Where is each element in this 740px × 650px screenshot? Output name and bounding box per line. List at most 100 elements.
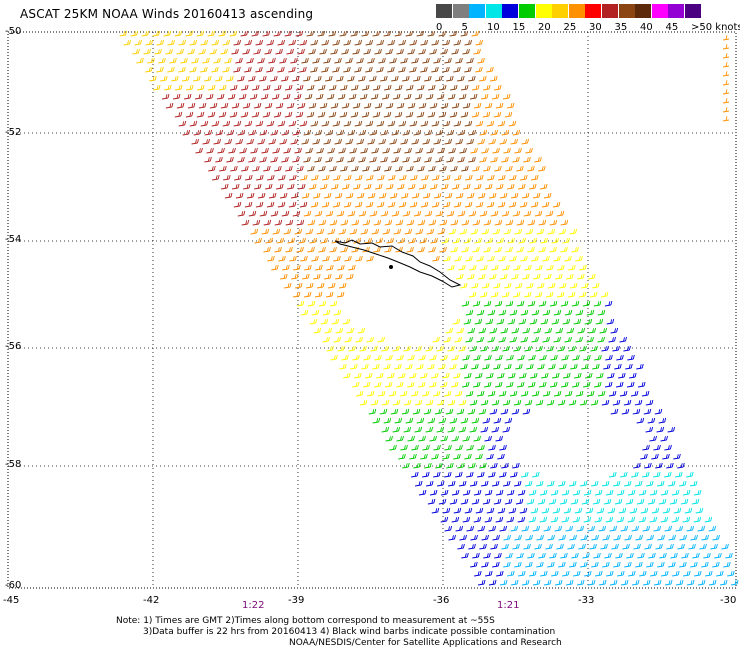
wind-barb bbox=[207, 111, 216, 118]
wind-barb bbox=[491, 399, 500, 406]
wind-barb bbox=[503, 228, 512, 235]
wind-barb bbox=[239, 147, 247, 154]
wind-barb bbox=[237, 75, 245, 82]
wind-barb bbox=[300, 174, 308, 181]
wind-barb bbox=[389, 57, 397, 64]
wind-barb bbox=[384, 381, 393, 388]
wind-barb bbox=[538, 219, 547, 226]
wind-barb bbox=[660, 516, 669, 523]
wind-barb bbox=[536, 228, 545, 235]
wind-barb bbox=[491, 480, 500, 487]
wind-barb bbox=[501, 291, 510, 298]
wind-barb bbox=[266, 120, 275, 127]
wind-barb bbox=[625, 498, 634, 505]
wind-barb bbox=[631, 579, 640, 586]
wind-barb bbox=[498, 174, 506, 181]
wind-barb bbox=[456, 273, 464, 280]
wind-barb bbox=[680, 498, 689, 505]
wind-barb bbox=[549, 381, 558, 388]
wind-barb bbox=[279, 138, 287, 145]
wind-barb bbox=[483, 84, 491, 91]
wind-barb bbox=[586, 336, 594, 343]
wind-barb bbox=[486, 201, 495, 208]
wind-barb bbox=[689, 480, 698, 487]
wind-barb bbox=[338, 228, 347, 235]
wind-barb bbox=[506, 354, 514, 361]
wind-barb bbox=[559, 363, 567, 370]
wind-barb bbox=[433, 138, 441, 145]
wind-barb bbox=[495, 489, 504, 496]
wind-barb bbox=[695, 507, 704, 514]
wind-barb bbox=[658, 498, 667, 505]
wind-barb bbox=[417, 165, 425, 172]
wind-barb bbox=[384, 84, 392, 91]
wind-barb bbox=[308, 183, 317, 190]
wind-barb bbox=[196, 30, 205, 37]
wind-barb bbox=[719, 579, 728, 586]
wind-barb bbox=[538, 165, 546, 172]
wind-barb bbox=[281, 210, 290, 217]
lat-label-58: -58 bbox=[5, 459, 22, 470]
wind-barb bbox=[484, 183, 493, 190]
wind-barb bbox=[519, 201, 528, 208]
wind-barb bbox=[325, 291, 334, 298]
wind-barb bbox=[693, 489, 702, 496]
wind-barb bbox=[494, 165, 502, 172]
wind-barb bbox=[730, 579, 739, 586]
wind-barb bbox=[336, 129, 345, 136]
wind-barb bbox=[514, 561, 522, 568]
wind-barb bbox=[194, 93, 203, 100]
wind-barb bbox=[459, 534, 467, 541]
wind-barb bbox=[467, 327, 476, 334]
wind-barb bbox=[645, 480, 654, 487]
wind-barb bbox=[400, 138, 408, 145]
wind-barb bbox=[442, 201, 451, 208]
wind-barb bbox=[479, 291, 488, 298]
wind-barb bbox=[255, 39, 263, 46]
wind-barb bbox=[545, 210, 554, 217]
wind-barb bbox=[613, 561, 621, 568]
wind-barb bbox=[475, 201, 484, 208]
wind-barb bbox=[401, 408, 410, 415]
wind-barb bbox=[224, 192, 233, 199]
wind-barb bbox=[515, 498, 524, 505]
wind-barb bbox=[384, 246, 392, 253]
wind-barb bbox=[510, 138, 518, 145]
wind-barb bbox=[355, 174, 363, 181]
wind-barb bbox=[486, 66, 494, 73]
wind-barb bbox=[365, 66, 373, 73]
wind-barb bbox=[393, 147, 401, 154]
wind-barb bbox=[242, 48, 250, 55]
wind-barb bbox=[259, 129, 268, 136]
wind-barb bbox=[197, 84, 205, 91]
wind-barb bbox=[591, 282, 600, 289]
wind-barb bbox=[420, 201, 429, 208]
wind-barb bbox=[274, 84, 282, 91]
wind-barb bbox=[601, 399, 610, 406]
wind-barb bbox=[217, 147, 225, 154]
wind-barb bbox=[440, 354, 448, 361]
wind-barb bbox=[591, 534, 599, 541]
wind-barb bbox=[235, 57, 243, 64]
wind-barb bbox=[367, 57, 375, 64]
wind-barb bbox=[376, 39, 384, 46]
wind-barb bbox=[424, 156, 432, 163]
wind-barb bbox=[568, 480, 577, 487]
wind-barb bbox=[328, 111, 337, 118]
wind-barb bbox=[267, 174, 275, 181]
wind-barb bbox=[281, 156, 289, 163]
wind-barb bbox=[512, 462, 520, 469]
wind-barb bbox=[347, 156, 355, 163]
wind-barb bbox=[165, 102, 174, 109]
wind-barb bbox=[248, 156, 256, 163]
wind-barb bbox=[619, 336, 627, 343]
wind-barb bbox=[425, 480, 434, 487]
wind-barb bbox=[491, 426, 500, 433]
wind-barb bbox=[473, 489, 482, 496]
wind-barb bbox=[425, 93, 434, 100]
wind-barb bbox=[688, 543, 696, 550]
wind-barb bbox=[452, 318, 461, 325]
wind-barb bbox=[608, 336, 616, 343]
wind-barb bbox=[409, 201, 418, 208]
wind-barb bbox=[339, 111, 348, 118]
